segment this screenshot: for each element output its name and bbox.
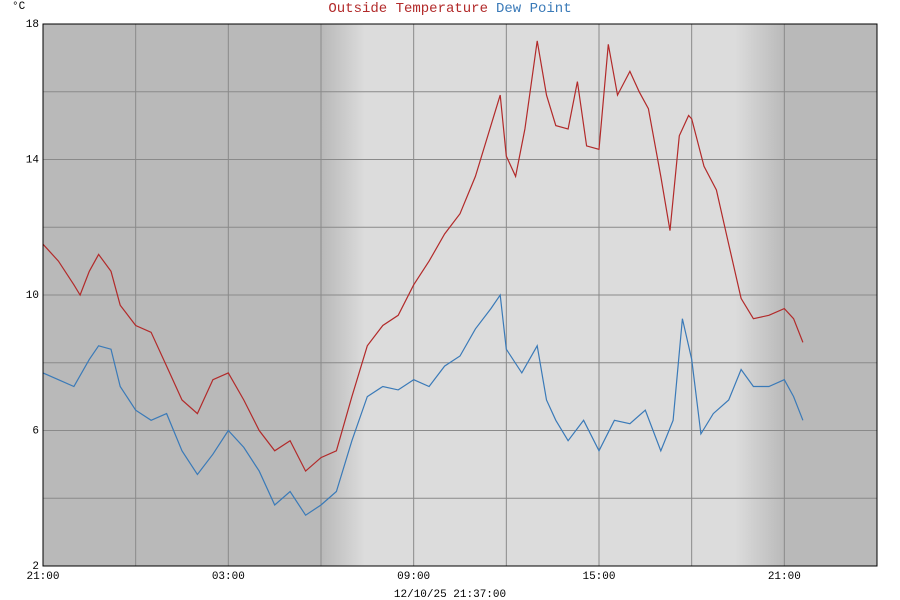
y-tick-label: 6 (32, 425, 39, 437)
legend-entry: Outside Temperature (328, 1, 488, 17)
x-tick-label: 21:00 (26, 571, 59, 583)
y-tick-label: 18 (26, 19, 39, 31)
plot-frame (42, 23, 878, 567)
x-tick-label: 21:00 (768, 571, 801, 583)
series-line (42, 293, 804, 517)
x-tick-label: 15:00 (582, 571, 615, 583)
x-tick-label: 03:00 (212, 571, 245, 583)
y-unit-label: °C (12, 1, 26, 13)
y-tick-label: 14 (26, 154, 40, 166)
y-tick-label: 2 (32, 561, 39, 573)
series-line (42, 40, 804, 473)
legend-entry: Dew Point (496, 1, 572, 17)
lines (42, 40, 804, 517)
y-tick-label: 10 (26, 290, 39, 302)
timestamp: 12/10/25 21:37:00 (394, 589, 506, 600)
x-tick-label: 09:00 (397, 571, 430, 583)
legend: Outside Temperature Dew Point (328, 1, 571, 17)
